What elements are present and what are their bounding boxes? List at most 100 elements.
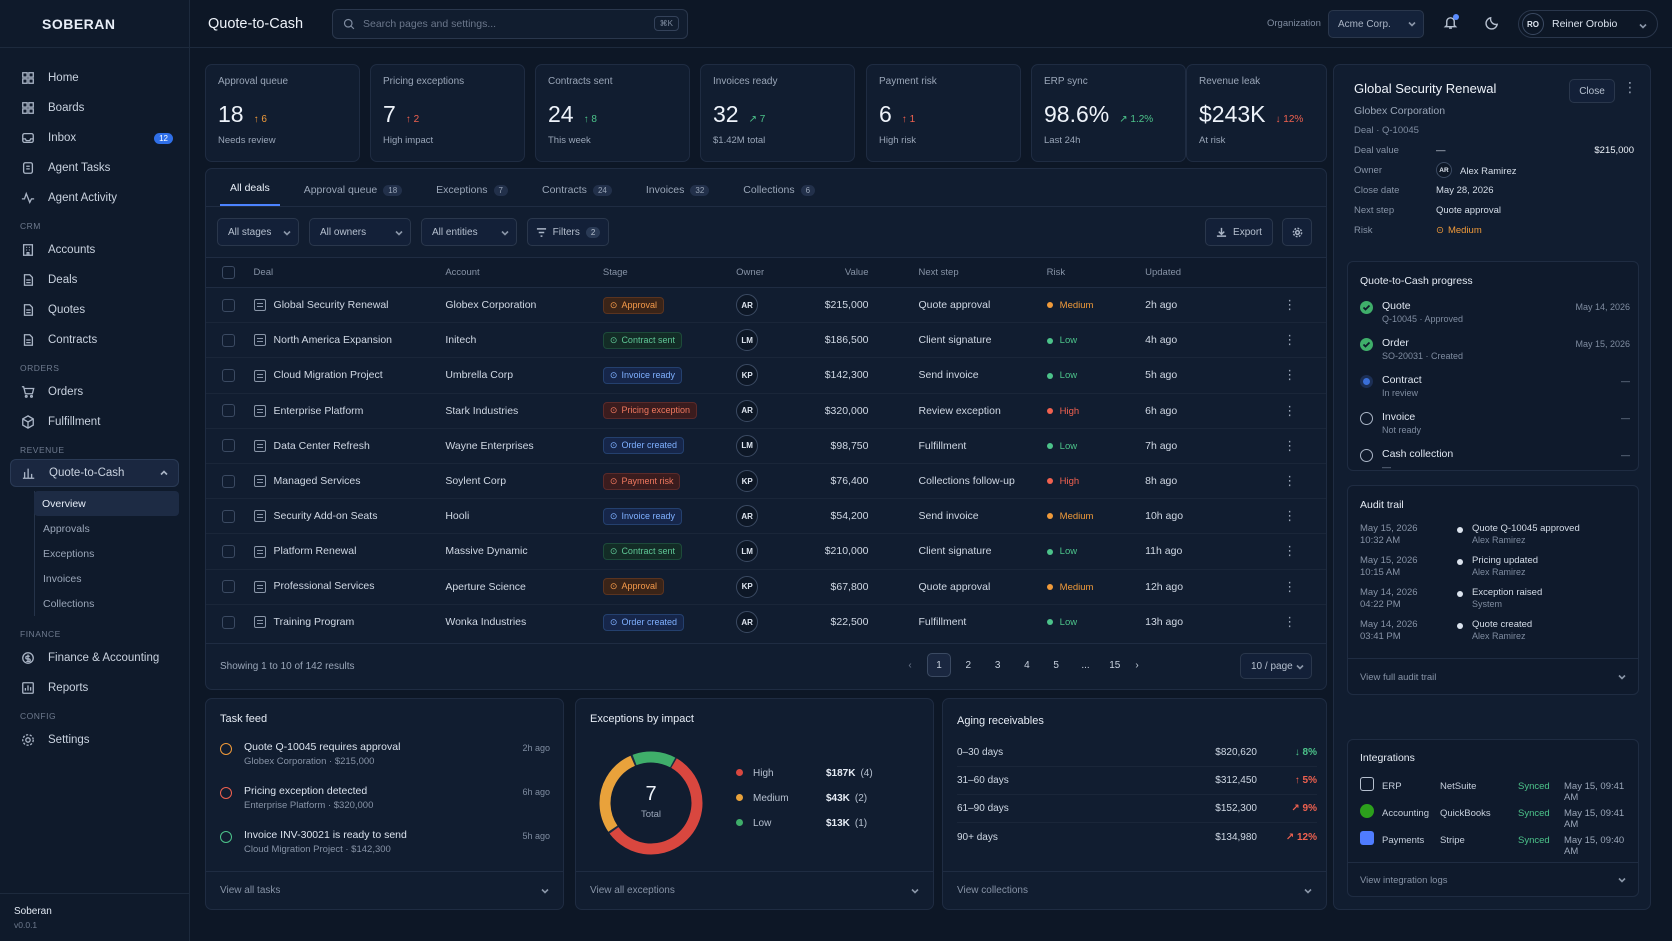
column-header-updated[interactable]: Updated	[1145, 257, 1254, 288]
table-row[interactable]: Global Security Renewal Globex Corporatio…	[206, 287, 1326, 324]
sidebar-item-settings[interactable]: Settings	[10, 725, 179, 755]
sidebar-item-finance-accounting[interactable]: Finance & Accounting	[10, 643, 179, 673]
tab-collections[interactable]: Collections 6	[733, 184, 825, 206]
table-row[interactable]: Cloud Migration Project Umbrella Corp ⊙ Inv…	[206, 357, 1326, 394]
view-all-exceptions-link[interactable]: View all exceptions	[576, 871, 933, 909]
tab-all-deals[interactable]: All deals	[220, 182, 280, 206]
deal-name[interactable]: Security Add-on Seats	[273, 510, 378, 523]
page-15-button[interactable]: 15	[1109, 659, 1121, 671]
row-actions-icon[interactable]: ⋮	[1253, 569, 1326, 605]
filters-button[interactable]: Filters 2	[527, 218, 609, 246]
row-checkbox[interactable]	[222, 509, 235, 523]
subnav-item-overview[interactable]: Overview	[34, 491, 179, 516]
deal-name[interactable]: Enterprise Platform	[273, 404, 364, 417]
stages-filter[interactable]: All stages	[217, 218, 299, 246]
row-checkbox[interactable]	[222, 474, 235, 488]
sidebar-item-home[interactable]: Home	[10, 63, 179, 93]
view-all-tasks-link[interactable]: View all tasks	[206, 871, 563, 909]
page-3-button[interactable]: 3	[994, 659, 1001, 671]
column-header-risk[interactable]: Risk	[1046, 257, 1146, 288]
sidebar-item-deals[interactable]: Deals	[10, 265, 179, 295]
page-5-button[interactable]: 5	[1053, 659, 1059, 671]
sidebar-item-inbox[interactable]: Inbox 12	[10, 123, 179, 153]
theme-toggle-button[interactable]	[1485, 15, 1500, 33]
tab-approval-queue[interactable]: Approval queue 18	[294, 184, 412, 206]
more-options-icon[interactable]: ⋮	[1623, 79, 1637, 95]
row-actions-icon[interactable]: ⋮	[1253, 357, 1326, 394]
row-checkbox[interactable]	[222, 615, 235, 629]
deal-name[interactable]: Cloud Migration Project	[273, 369, 383, 382]
subnav-item-approvals[interactable]: Approvals	[43, 522, 90, 535]
table-row[interactable]: Platform Renewal Massive Dynamic ⊙ Contract…	[206, 533, 1326, 570]
table-row[interactable]: Enterprise Platform Stark Industries ⊙ Pric…	[206, 393, 1326, 429]
table-row[interactable]: North America Expansion Initech ⊙ Contract …	[206, 322, 1326, 359]
sidebar-item-boards[interactable]: Boards	[10, 93, 179, 123]
column-header-value[interactable]: Value	[824, 257, 919, 288]
row-checkbox[interactable]	[222, 368, 235, 382]
sidebar-item-orders[interactable]: Orders	[10, 377, 179, 407]
column-header-next-step[interactable]: Next step	[918, 257, 1047, 288]
column-header-deal[interactable]: Deal	[253, 257, 446, 288]
deal-name[interactable]: Training Program	[273, 615, 355, 628]
subnav-item-collections[interactable]: Collections	[43, 597, 95, 610]
owners-filter[interactable]: All owners	[309, 218, 411, 246]
row-checkbox[interactable]	[222, 439, 235, 453]
deal-name[interactable]: North America Expansion	[273, 334, 393, 347]
sidebar-item-quotes[interactable]: Quotes	[10, 295, 179, 325]
task-item[interactable]: Pricing exception detected Enterprise Pla…	[220, 785, 550, 825]
row-actions-icon[interactable]: ⋮	[1253, 498, 1326, 535]
per-page-select[interactable]: 10 / page	[1240, 653, 1312, 679]
sidebar-item-accounts[interactable]: Accounts	[10, 235, 179, 265]
deal-name[interactable]: Professional Services	[273, 580, 375, 593]
view-collections-link[interactable]: View collections	[943, 871, 1326, 909]
pagination-prev-button[interactable]: ‹	[908, 659, 912, 671]
sidebar-item-reports[interactable]: Reports	[10, 673, 179, 703]
select-all-checkbox[interactable]	[222, 266, 235, 279]
user-menu[interactable]: RO Reiner Orobio	[1518, 10, 1658, 38]
tab-exceptions[interactable]: Exceptions 7	[426, 184, 518, 206]
deal-name[interactable]: Data Center Refresh	[273, 439, 370, 452]
subnav-item-exceptions[interactable]: Exceptions	[43, 547, 95, 560]
notifications-button[interactable]	[1443, 14, 1459, 33]
row-checkbox[interactable]	[222, 544, 235, 558]
table-row[interactable]: Training Program Wonka Industries ⊙ Order c…	[206, 604, 1326, 639]
export-button[interactable]: Export	[1205, 218, 1273, 246]
task-item[interactable]: Invoice INV-30021 is ready to send Cloud …	[220, 829, 550, 869]
deal-name[interactable]: Platform Renewal	[273, 545, 357, 558]
row-actions-icon[interactable]: ⋮	[1253, 393, 1326, 429]
row-actions-icon[interactable]: ⋮	[1253, 533, 1326, 570]
deal-name[interactable]: Managed Services	[273, 474, 361, 487]
tab-invoices[interactable]: Invoices 32	[636, 184, 719, 206]
column-header-account[interactable]: Account	[445, 257, 603, 288]
entities-filter[interactable]: All entities	[421, 218, 517, 246]
page-4-button[interactable]: 4	[1024, 659, 1030, 671]
column-header-stage[interactable]: Stage	[602, 257, 737, 288]
sidebar-item-agent-activity[interactable]: Agent Activity	[10, 183, 179, 213]
pagination-next-button[interactable]: ›	[1135, 659, 1139, 671]
deal-name[interactable]: Global Security Renewal	[273, 298, 389, 311]
table-settings-button[interactable]	[1282, 218, 1312, 246]
row-checkbox[interactable]	[222, 580, 235, 594]
tab-contracts[interactable]: Contracts 24	[532, 184, 622, 206]
row-checkbox[interactable]	[222, 333, 235, 347]
row-actions-icon[interactable]: ⋮	[1283, 614, 1297, 630]
row-checkbox[interactable]	[222, 298, 235, 312]
org-select[interactable]: Acme Corp.	[1328, 10, 1424, 38]
page-1-button[interactable]: 1	[927, 653, 951, 677]
sidebar-item-quote-to-cash[interactable]: Quote-to-Cash	[10, 459, 179, 487]
row-actions-icon[interactable]: ⋮	[1253, 322, 1326, 359]
row-actions-icon[interactable]: ⋮	[1253, 463, 1326, 500]
table-row[interactable]: Security Add-on Seats Hooli ⊙ Invoice ready…	[206, 498, 1326, 535]
close-button[interactable]: Close	[1569, 79, 1615, 103]
table-row[interactable]: Professional Services Aperture Science ⊙ Ap…	[206, 569, 1326, 605]
view-integration-logs-link[interactable]: View integration logs	[1348, 862, 1638, 896]
view-full-audit-link[interactable]: View full audit trail	[1348, 658, 1638, 694]
table-row[interactable]: Managed Services Soylent Corp ⊙ Payment ris…	[206, 463, 1326, 500]
row-actions-icon[interactable]: ⋮	[1253, 287, 1326, 324]
page-2-button[interactable]: 2	[965, 659, 972, 671]
task-item[interactable]: Quote Q-10045 requires approval Globex Co…	[220, 741, 550, 781]
subnav-item-invoices[interactable]: Invoices	[43, 572, 82, 585]
sidebar-item-fulfillment[interactable]: Fulfillment	[10, 407, 179, 437]
table-row[interactable]: Data Center Refresh Wayne Enterprises ⊙ Ord…	[206, 428, 1326, 464]
row-actions-icon[interactable]: ⋮	[1253, 428, 1326, 464]
